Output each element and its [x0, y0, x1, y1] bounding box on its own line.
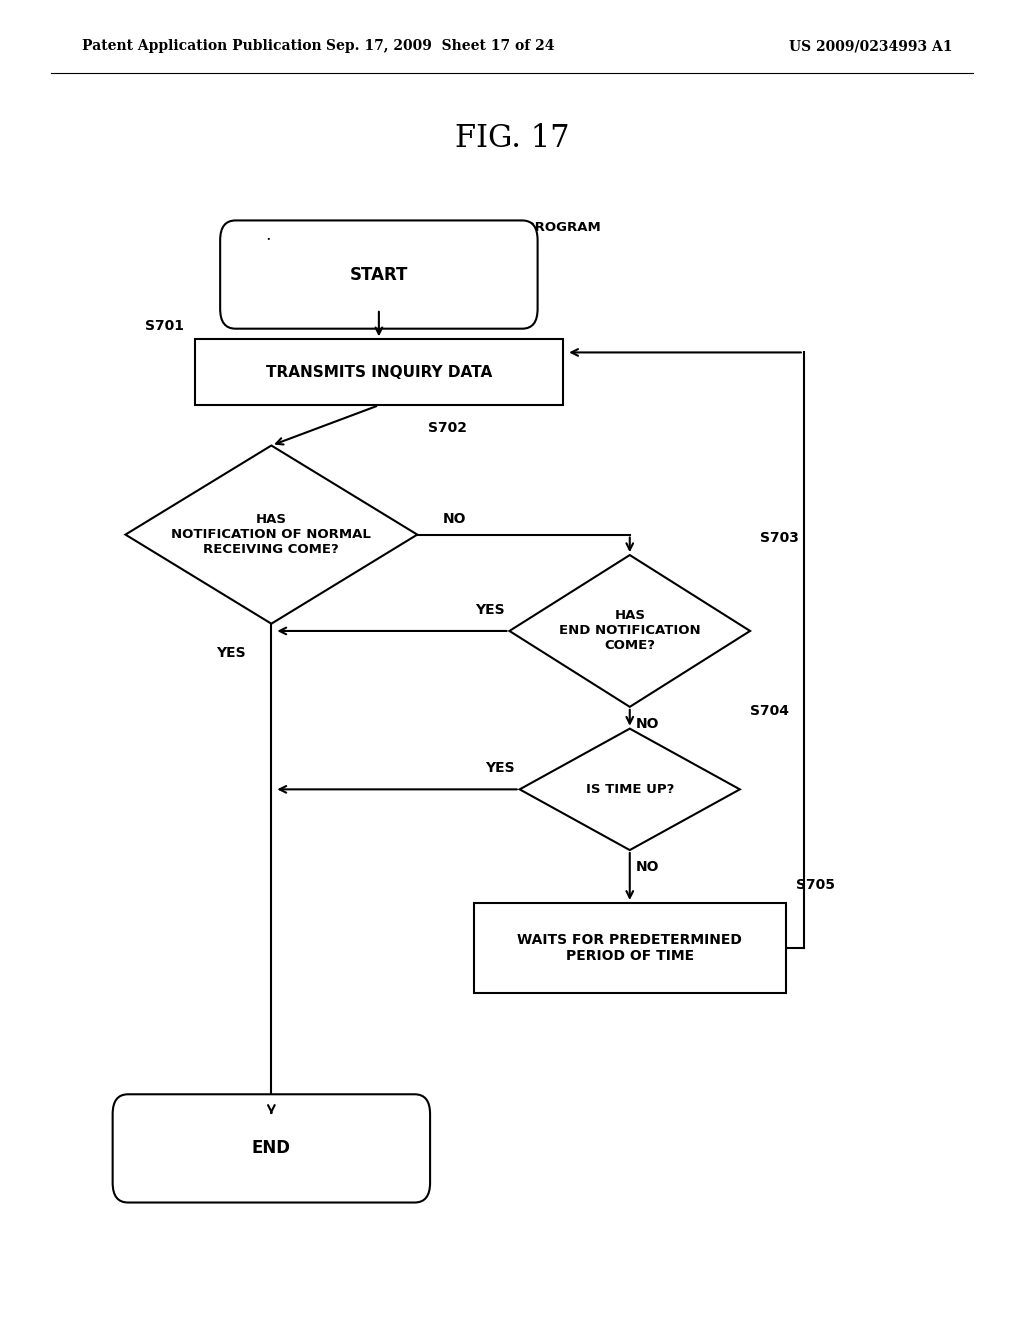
Text: WAITS FOR PREDETERMINED
PERIOD OF TIME: WAITS FOR PREDETERMINED PERIOD OF TIME: [517, 933, 742, 962]
Bar: [195, 339, 563, 405]
Polygon shape: [519, 729, 739, 850]
Text: NO: NO: [636, 861, 659, 874]
Text: S703: S703: [760, 531, 799, 544]
Text: US 2009/0234993 A1: US 2009/0234993 A1: [788, 40, 952, 53]
Text: Sep. 17, 2009  Sheet 17 of 24: Sep. 17, 2009 Sheet 17 of 24: [326, 40, 555, 53]
FancyBboxPatch shape: [113, 1094, 430, 1203]
Text: START: START: [349, 265, 409, 284]
Polygon shape: [510, 554, 750, 708]
Text: NO: NO: [442, 512, 466, 525]
Text: YES: YES: [475, 603, 504, 616]
Text: 12f : INQUIRY DATA NOTIFICATION PROGRAM: 12f : INQUIRY DATA NOTIFICATION PROGRAM: [266, 220, 601, 234]
Text: END: END: [252, 1139, 291, 1158]
Text: Patent Application Publication: Patent Application Publication: [82, 40, 322, 53]
Text: S701: S701: [145, 318, 184, 333]
Bar: [473, 903, 786, 993]
Text: S702: S702: [428, 421, 467, 436]
Text: TRANSMITS INQUIRY DATA: TRANSMITS INQUIRY DATA: [266, 364, 492, 380]
Polygon shape: [126, 446, 418, 624]
Text: NO: NO: [636, 717, 659, 731]
Text: YES: YES: [216, 645, 246, 660]
Text: S704: S704: [750, 704, 790, 718]
Text: HAS
NOTIFICATION OF NORMAL
RECEIVING COME?: HAS NOTIFICATION OF NORMAL RECEIVING COM…: [171, 513, 372, 556]
Text: YES: YES: [485, 762, 514, 775]
Text: HAS
END NOTIFICATION
COME?: HAS END NOTIFICATION COME?: [559, 610, 700, 652]
Text: IS TIME UP?: IS TIME UP?: [586, 783, 674, 796]
Text: S705: S705: [797, 878, 836, 892]
FancyBboxPatch shape: [220, 220, 538, 329]
Text: FIG. 17: FIG. 17: [455, 123, 569, 154]
